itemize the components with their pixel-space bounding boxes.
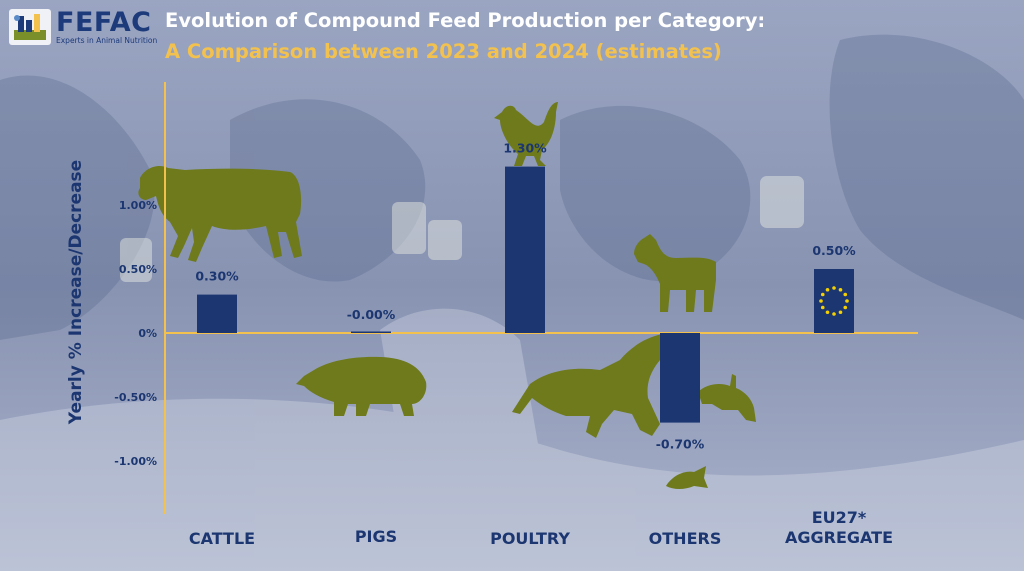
data-label: 0.50% [812, 243, 856, 258]
bar-cattle [197, 294, 237, 333]
pig-icon [296, 356, 427, 416]
data-label: 1.30% [503, 141, 547, 156]
x-tick-label: CATTLE [189, 529, 255, 548]
logo-tagline: Experts in Animal Nutrition [56, 36, 158, 45]
bar-pigs [351, 331, 391, 333]
chicken-icon [494, 102, 558, 166]
x-tick-label: POULTRY [490, 529, 570, 548]
data-label: 0.30% [195, 269, 239, 284]
x-tick-label: PIGS [355, 527, 397, 546]
y-tick-label: 0% [138, 327, 157, 340]
fefac-logo-icon [9, 9, 51, 45]
y-tick-label: -1.00% [114, 455, 157, 468]
data-label: -0.00% [347, 307, 396, 322]
cow-icon [138, 166, 302, 262]
chart-title: Evolution of Compound Feed Production pe… [165, 9, 766, 32]
x-tick-label: AGGREGATE [785, 528, 893, 547]
x-tick-label: EU27* [812, 508, 867, 527]
bar-others [660, 333, 700, 423]
y-tick-label: 1.00% [119, 199, 157, 212]
logo-name: FEFAC [56, 7, 152, 38]
fish-icon [666, 466, 708, 489]
goat-icon [634, 234, 716, 312]
rabbit-icon [698, 374, 756, 422]
y-tick-label: 0.50% [119, 263, 157, 276]
chart-subtitle: A Comparison between 2023 and 2024 (esti… [165, 40, 722, 63]
y-tick-label: -0.50% [114, 391, 157, 404]
eu-flag-icon [819, 286, 849, 316]
x-tick-label: OTHERS [649, 529, 722, 548]
horse-icon [512, 334, 688, 438]
bar-poultry [505, 166, 545, 333]
data-label: -0.70% [656, 437, 705, 452]
fefac-logo: FEFAC Experts in Animal Nutrition [8, 8, 157, 46]
